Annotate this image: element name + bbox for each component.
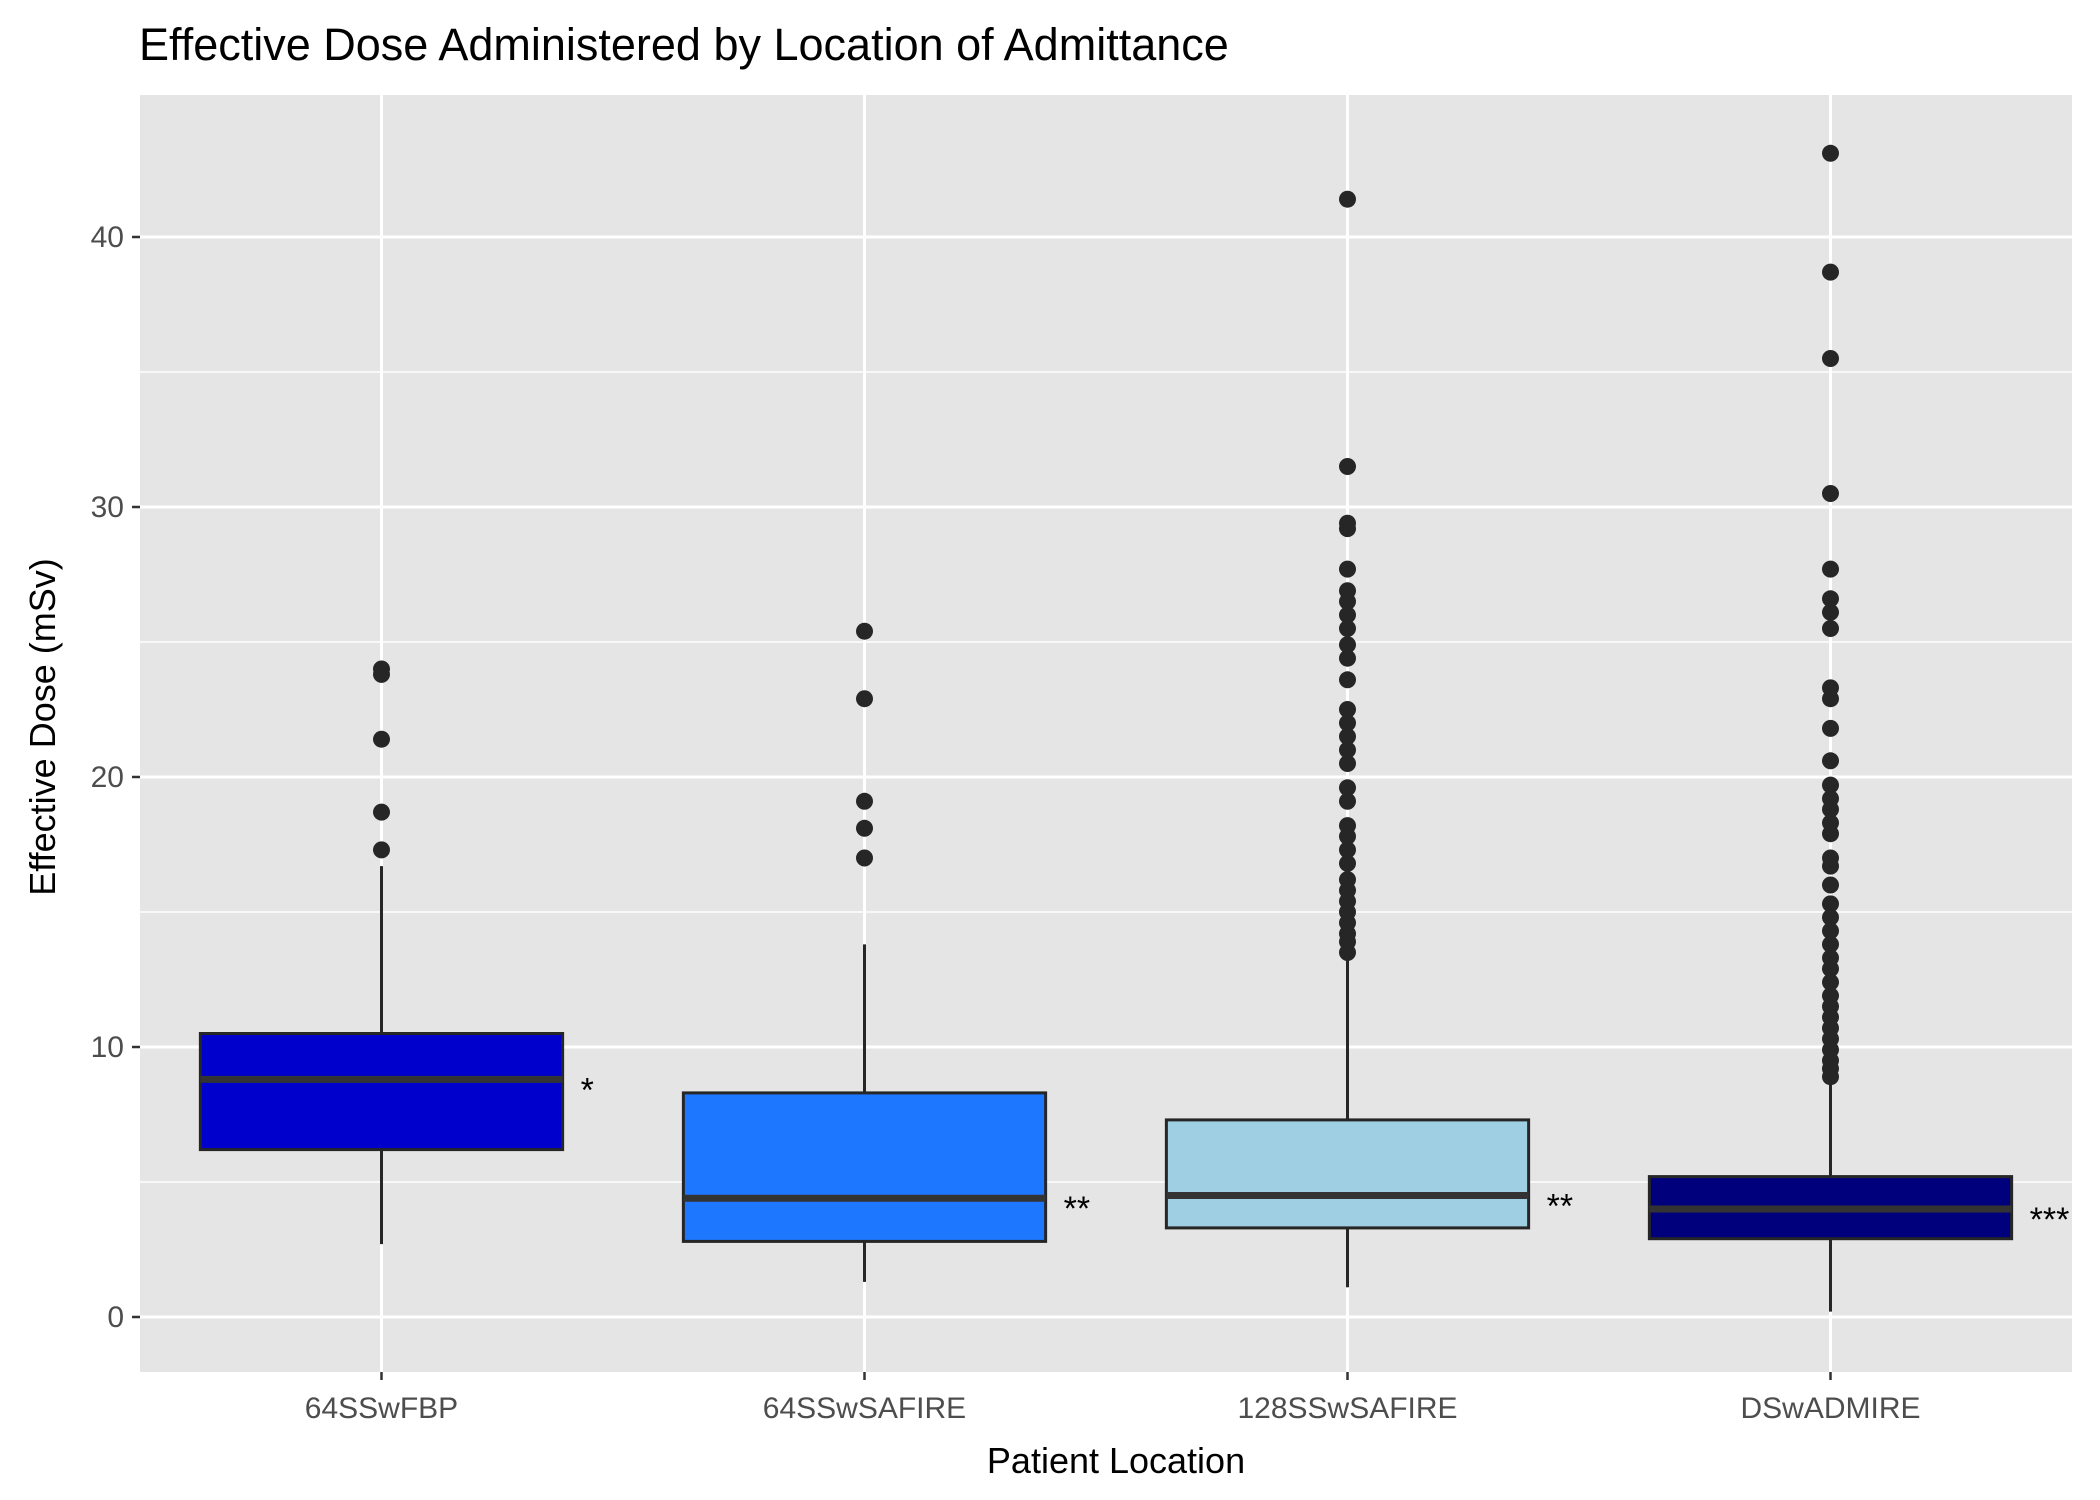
y-tick-label: 20 [91,761,124,794]
iqr-box [681,1091,1048,1243]
significance-label: ** [1547,1188,1573,1226]
outlier-point [373,730,390,748]
outlier-point [1339,817,1356,835]
outlier-point [1339,755,1356,772]
outlier-point [1339,741,1356,759]
outlier-point [1339,560,1356,578]
outlier-point [1822,895,1839,913]
outlier-point [1339,779,1356,797]
chart-title: Effective Dose Administered by Location … [139,19,1229,70]
outlier-point [1822,620,1839,637]
outlier-point [1822,935,1839,953]
outlier-point [1822,849,1839,867]
y-tick-label: 30 [91,491,124,524]
outlier-point [1822,719,1839,737]
outlier-point [1339,190,1356,208]
outlier-point [1822,790,1839,808]
outlier-point [1339,728,1356,745]
outlier-point [1339,714,1356,732]
significance-label: * [581,1071,594,1109]
outlier-point [1822,679,1839,697]
outlier-point [1822,987,1839,1005]
outlier-point [1339,671,1356,689]
iqr-box [1164,1118,1531,1230]
outlier-point [1822,560,1839,578]
outlier-point [1339,871,1356,889]
significance-label: ** [1064,1190,1090,1228]
x-tick-label: 64SSwSAFIRE [763,1392,966,1425]
outlier-point [1822,144,1839,162]
x-tick-label: DSwADMIRE [1740,1392,1920,1425]
outlier-point [856,690,873,708]
significance-label: *** [2030,1201,2070,1239]
box-64SSwFBP: * [198,660,594,1245]
outlier-point [1339,649,1356,667]
outlier-point [373,803,390,821]
plot-panel [140,95,2072,1372]
outlier-point [1822,263,1839,281]
outlier-point [1822,350,1839,367]
y-tick-label: 10 [91,1031,124,1064]
outlier-point [856,622,873,640]
outlier-point [373,660,390,678]
box-series: *** ** *** [198,144,2070,1312]
outlier-point [1339,606,1356,624]
outlier-point [856,792,873,810]
outlier-point [856,849,873,867]
outlier-point [1339,582,1356,600]
outlier-point [1339,792,1356,810]
outlier-point [1822,876,1839,894]
outlier-point [1822,603,1839,621]
box-64SSwSAFIRE: ** [681,622,1090,1282]
outlier-point [1339,514,1356,532]
outlier-point [1339,636,1356,654]
outlier-point [1822,973,1839,991]
x-axis: 64SSwFBP 64SSwSAFIRE 128SSwSAFIRE DSwADMIRE [305,1372,1921,1425]
outlier-point [1822,922,1839,940]
outlier-point [1339,841,1356,859]
outlier-point [1822,949,1839,967]
box-DSwADMIRE: *** [1647,144,2070,1312]
outlier-point [373,841,390,859]
iqr-box [198,1032,565,1152]
outlier-point [1822,908,1839,926]
outlier-point [1822,776,1839,794]
outlier-point [1822,814,1839,832]
x-tick-label: 64SSwFBP [305,1392,458,1425]
x-axis-title: Patient Location [987,1440,1245,1481]
outlier-point [1822,485,1839,502]
y-axis-title: Effective Dose (mSv) [22,558,63,895]
outlier-point [1339,854,1356,872]
y-axis: 0 10 20 30 40 [91,221,140,1334]
outlier-point [1822,590,1839,608]
outlier-point [1339,701,1356,718]
outlier-point [856,819,873,837]
y-tick-label: 40 [91,221,124,254]
outlier-point [1339,458,1356,475]
outlier-point [1822,752,1839,770]
outlier-point [1339,620,1356,637]
y-tick-label: 0 [107,1301,124,1334]
x-tick-label: 128SSwSAFIRE [1237,1392,1457,1425]
box-128SSwSAFIRE: ** [1164,190,1573,1288]
